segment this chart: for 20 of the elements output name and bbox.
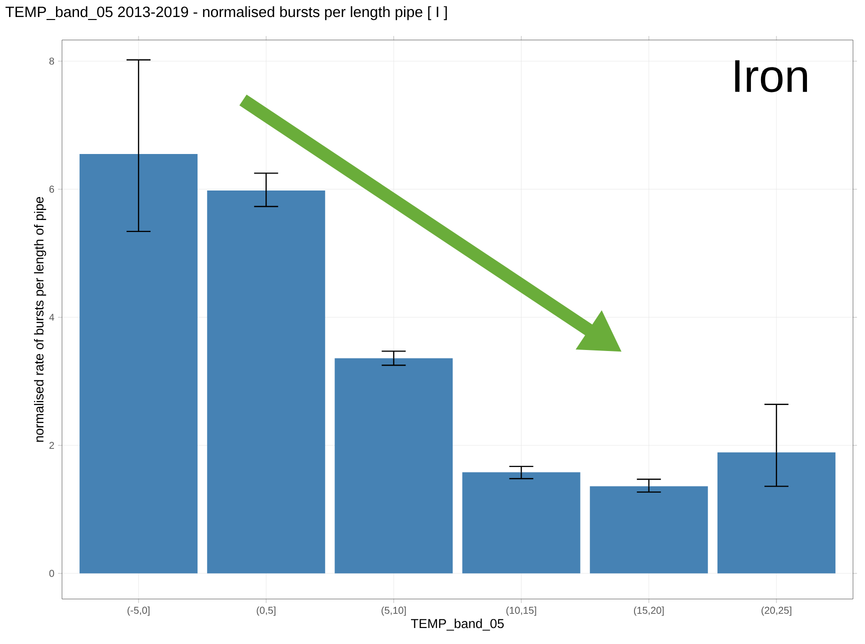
- y-tick-label: 0: [49, 570, 54, 577]
- x-tick-label: (20,25]: [762, 606, 792, 616]
- x-tick-label: (0,5]: [256, 606, 276, 616]
- y-tick-label: 2: [49, 442, 54, 449]
- annotation: Iron: [735, 60, 807, 92]
- bar: [717, 452, 836, 574]
- y-axis-title: normalised rate of bursts per length of pipe: [34, 197, 46, 442]
- bar: [462, 472, 580, 574]
- bar: [334, 358, 453, 574]
- y-tick-label: 8: [49, 58, 54, 65]
- y-tick-label: 4: [49, 314, 54, 321]
- chart-title: TEMP_band_05 2013-2019 - normalised bursts per length pipe [ I ]: [6, 6, 447, 20]
- y-tick-label: 6: [49, 186, 54, 193]
- x-tick-label: (15,20]: [634, 606, 664, 616]
- bar: [590, 486, 708, 574]
- x-tick-label: (-5,0]: [128, 606, 150, 616]
- x-tick-label: (10,15]: [506, 606, 536, 616]
- x-tick-label: (5,10]: [382, 606, 406, 616]
- x-axis-title: TEMP_band_05: [411, 618, 504, 631]
- bar: [80, 154, 198, 574]
